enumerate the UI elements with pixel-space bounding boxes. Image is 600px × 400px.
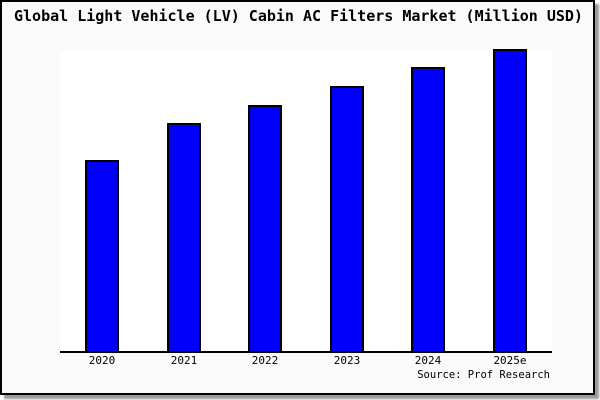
bar xyxy=(167,123,201,351)
x-tick-label: 2020 xyxy=(88,354,116,367)
chart-card: Global Light Vehicle (LV) Cabin AC Filte… xyxy=(0,0,595,395)
chart-title: Global Light Vehicle (LV) Cabin AC Filte… xyxy=(14,7,583,25)
x-tick-label: 2023 xyxy=(333,354,361,367)
bar xyxy=(493,49,527,351)
source-note: Source: Prof Research xyxy=(417,369,550,381)
bar xyxy=(330,86,364,351)
bar xyxy=(248,105,282,351)
x-tick-label: 2022 xyxy=(251,354,279,367)
x-tick-label: 2025e xyxy=(493,354,527,367)
x-tick-label: 2024 xyxy=(414,354,442,367)
x-tick-label: 2021 xyxy=(170,354,198,367)
bar xyxy=(85,160,119,351)
bar xyxy=(411,67,445,351)
plot-area xyxy=(60,49,552,353)
